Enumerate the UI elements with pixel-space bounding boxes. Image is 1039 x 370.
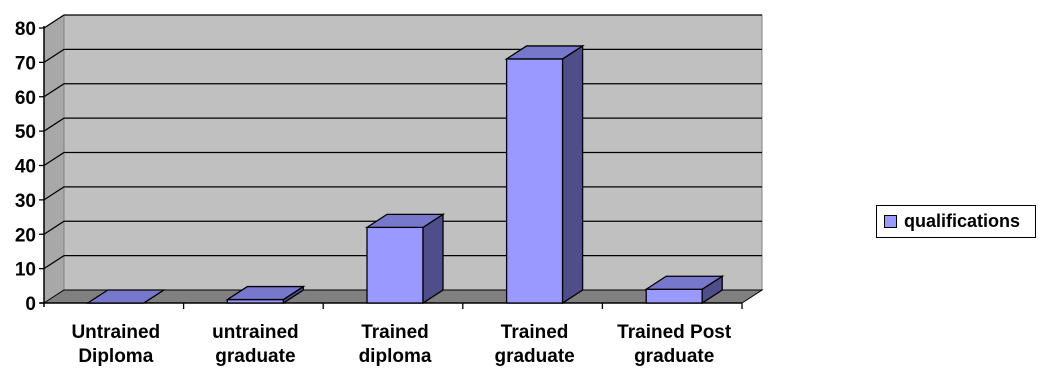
y-tick-label: 0 — [25, 294, 36, 315]
x-tick-label-line: Diploma — [78, 346, 153, 367]
legend-swatch — [884, 215, 897, 228]
y-tick-label: 80 — [15, 19, 36, 40]
bar — [644, 275, 725, 305]
bar-front — [366, 226, 424, 304]
y-tick-label: 30 — [15, 191, 36, 212]
y-tick-label: 40 — [15, 157, 36, 178]
y-tick-label: 70 — [15, 53, 36, 74]
bars — [85, 44, 725, 305]
x-tick-label-line: graduate — [215, 346, 295, 367]
bar-top — [504, 45, 585, 60]
x-tick-label-line: graduate — [634, 346, 714, 367]
bar-front — [645, 288, 703, 304]
bar-front — [505, 58, 564, 304]
x-tick-label: Trained Post graduate — [617, 322, 732, 367]
y-axis-ticks: 0 10 20 30 40 50 60 70 80 — [15, 19, 44, 315]
bar — [225, 285, 306, 305]
gridline — [43, 14, 762, 29]
x-tick-label: Untrained Diploma — [71, 322, 160, 367]
y-tick-label: 10 — [15, 260, 36, 281]
bar-side — [422, 213, 444, 305]
y-tick-label: 50 — [15, 122, 36, 143]
x-tick-label: untrained graduate — [212, 322, 299, 367]
bar-top — [225, 285, 306, 301]
x-tick-label-line: graduate — [494, 346, 574, 367]
x-tick-label-line: diploma — [359, 346, 432, 367]
y-tick-label: 20 — [15, 225, 36, 246]
bar — [504, 44, 585, 305]
bar — [364, 213, 446, 305]
x-tick-label-line: Untrained — [71, 322, 160, 343]
bar-top — [364, 213, 446, 229]
bar-top — [644, 275, 725, 290]
bar-top — [85, 289, 166, 304]
legend-label: qualifications — [904, 211, 1021, 231]
bar — [85, 289, 166, 304]
x-tick-label-line: untrained — [212, 322, 299, 343]
y-tick-label: 60 — [15, 88, 36, 109]
x-tick-label-line: Trained — [501, 322, 569, 343]
bar-side — [561, 44, 584, 305]
x-tick-label-line: Trained Post — [617, 322, 732, 343]
x-tick-label-line: Trained — [361, 322, 429, 343]
legend: qualifications — [876, 205, 1036, 238]
x-tick-label: Trained diploma — [359, 322, 432, 367]
x-tick-label: Trained graduate — [494, 322, 574, 367]
